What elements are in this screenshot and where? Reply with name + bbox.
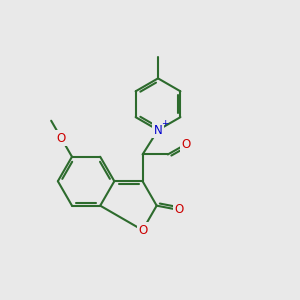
Text: +: + — [161, 119, 169, 128]
Text: O: O — [174, 203, 183, 216]
Text: O: O — [57, 132, 66, 145]
Text: N: N — [154, 124, 162, 136]
Text: O: O — [182, 138, 191, 151]
Text: O: O — [138, 224, 147, 237]
